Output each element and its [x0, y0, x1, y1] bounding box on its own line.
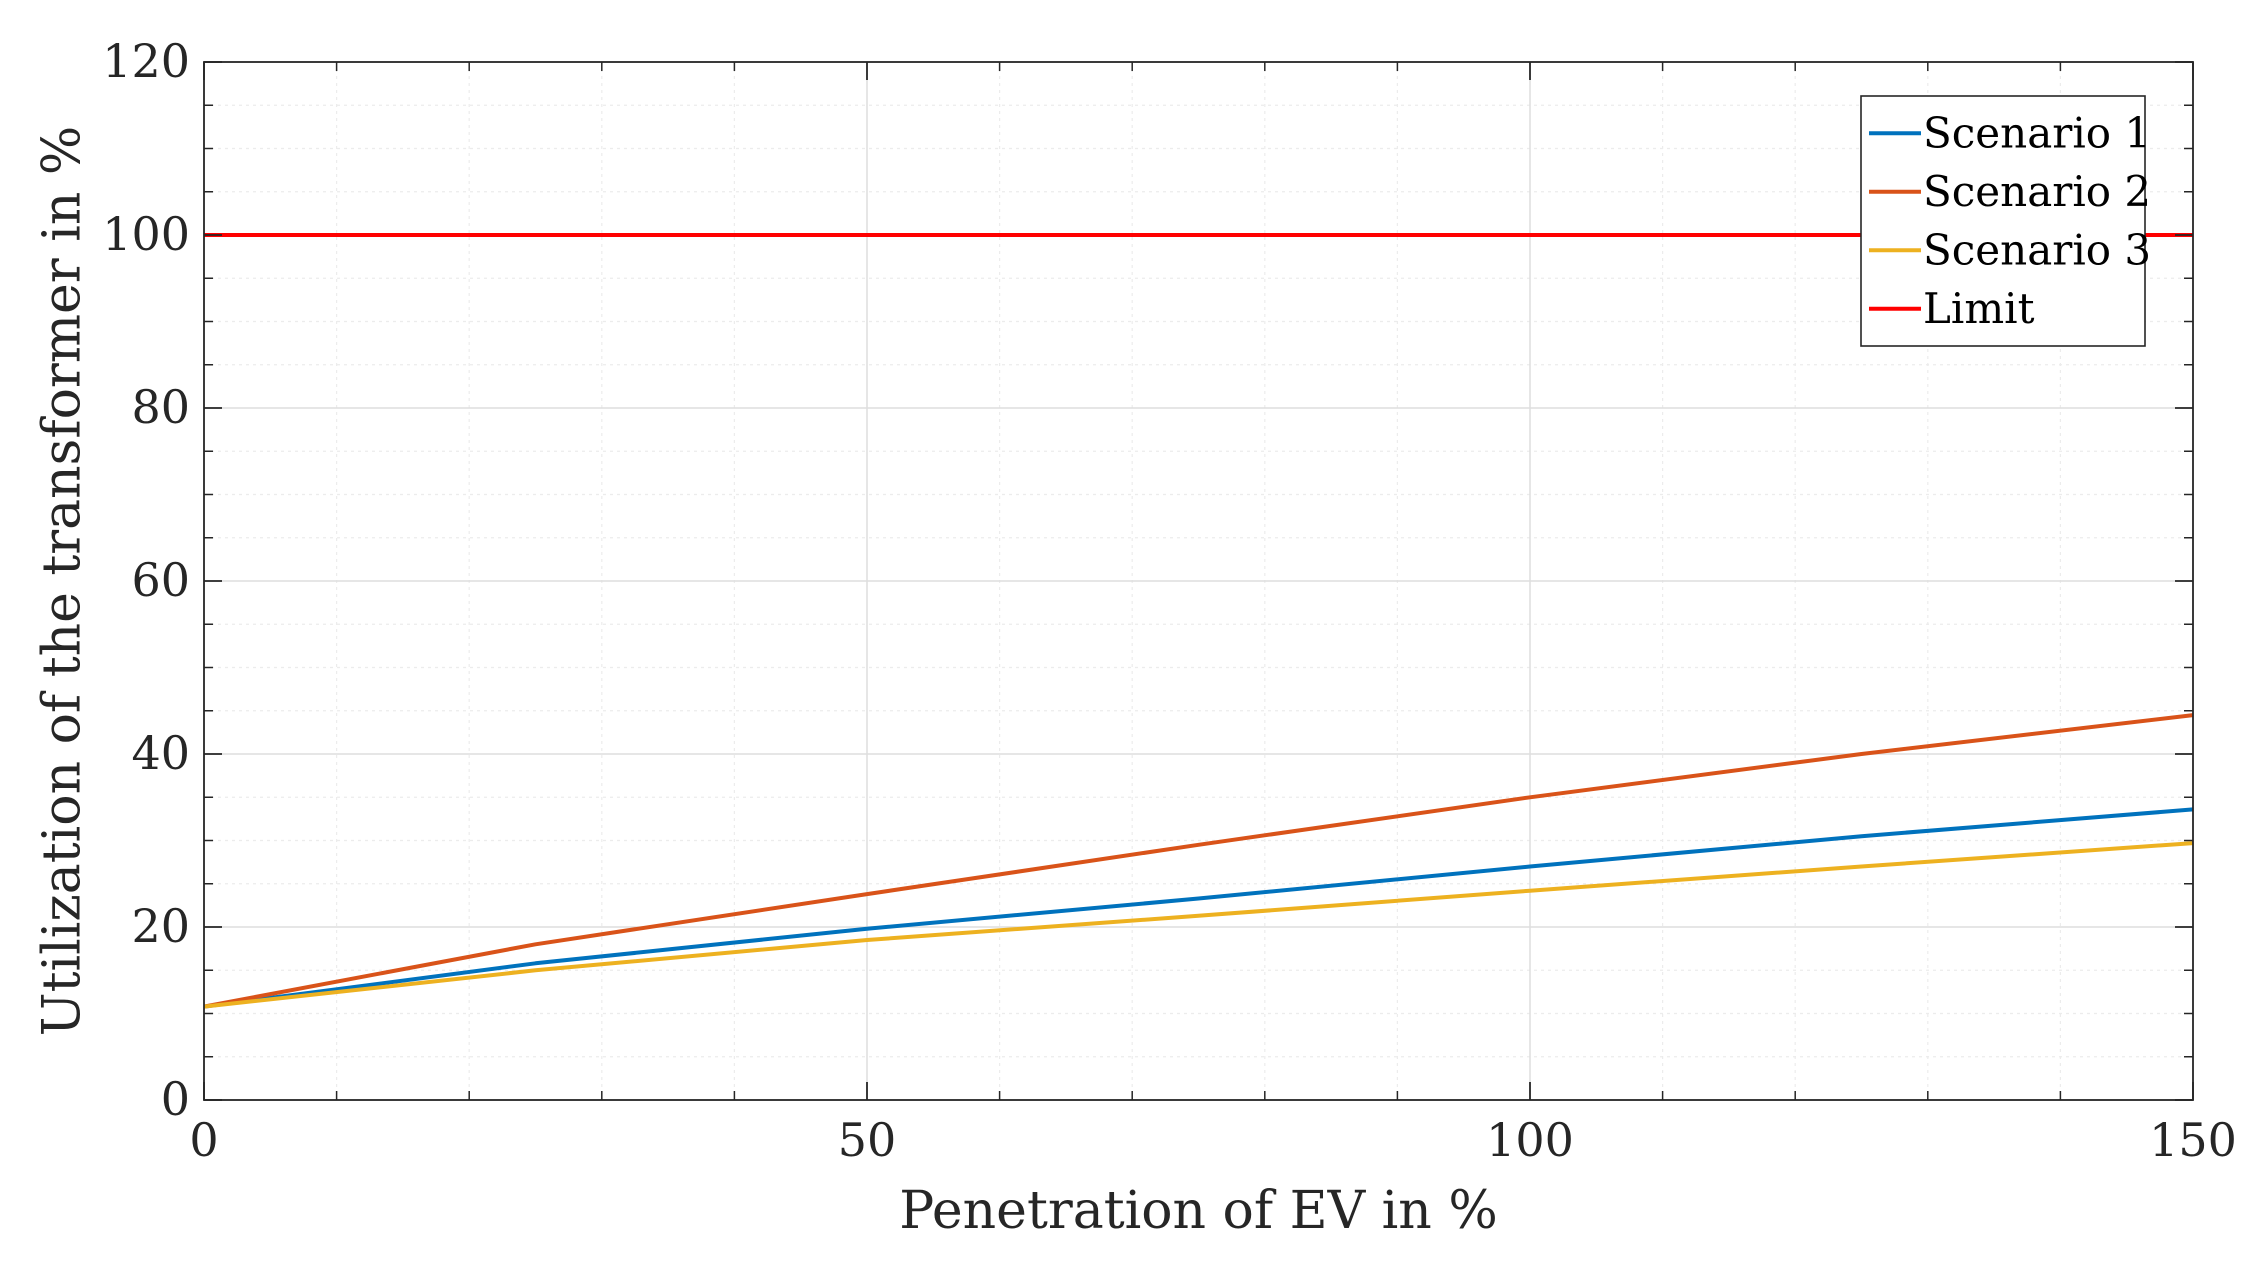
- legend: Scenario 1 Scenario 2 Scenario 3 Limit: [1860, 95, 2151, 347]
- y-tick-label: 0: [161, 1072, 190, 1126]
- y-tick-label: 60: [131, 553, 190, 607]
- y-tick-label: 20: [131, 899, 190, 953]
- series-line-scenario-1: [203, 807, 2194, 1009]
- y-tick-label: 100: [102, 207, 190, 261]
- axis-ticks: [203, 61, 2194, 1101]
- minor-grid: [204, 62, 2193, 1100]
- legend-label-limit: Limit: [1923, 284, 2035, 333]
- x-axis-label: Penetration of EV in %: [899, 1181, 1497, 1241]
- x-tick-label: 0: [189, 1113, 218, 1167]
- legend-label-scenario-3: Scenario 3: [1923, 225, 2151, 274]
- y-tick-label: 80: [131, 380, 190, 434]
- legend-label-scenario-2: Scenario 2: [1923, 167, 2151, 216]
- y-axis-label: Utilization of the transformer in %: [33, 126, 93, 1037]
- x-tick-label: 100: [1486, 1113, 1574, 1167]
- y-tick-label: 40: [131, 726, 190, 780]
- tick-labels: 0 50 100 150 0 20 40 60 80 100 120: [102, 34, 2237, 1167]
- series-line-scenario-2: [203, 713, 2194, 1009]
- x-tick-label: 50: [838, 1113, 897, 1167]
- legend-box: [1860, 95, 2146, 347]
- x-tick-label: 150: [2149, 1113, 2237, 1167]
- y-tick-label: 120: [102, 34, 190, 88]
- series-line-scenario-3: [203, 841, 2194, 1009]
- legend-label-scenario-1: Scenario 1: [1923, 108, 2151, 157]
